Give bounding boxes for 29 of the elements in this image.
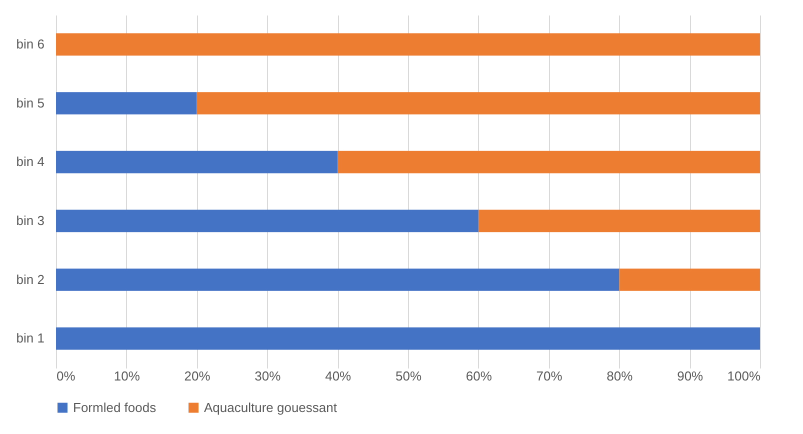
legend-label: Aquaculture gouessant — [204, 400, 338, 415]
bar — [196, 92, 760, 114]
legend-label: Formled foods — [73, 400, 157, 415]
y-tick-label: bin 2 — [16, 272, 44, 287]
bar — [619, 268, 760, 291]
y-tick-label: bin 4 — [16, 154, 44, 170]
x-tick-label: 30% — [254, 368, 282, 384]
y-tick-label: bin 6 — [16, 36, 44, 52]
x-tick-label: 70% — [536, 368, 563, 384]
y-tick-label: bin 5 — [16, 95, 44, 110]
y-tick-label: bin 3 — [16, 212, 44, 228]
x-tick-label: 10% — [114, 368, 140, 384]
y-tick-label: bin 1 — [16, 330, 44, 346]
bar — [56, 33, 760, 56]
x-tick-label: 50% — [395, 368, 422, 384]
x-tick-label: 20% — [184, 368, 211, 384]
x-tick-label: 0% — [56, 368, 76, 384]
bar — [478, 210, 760, 232]
x-tick-label: 90% — [677, 368, 704, 384]
x-tick-label: 60% — [466, 368, 492, 384]
x-tick-label: 80% — [606, 368, 634, 384]
x-tick-label: 100% — [727, 368, 761, 384]
bar — [56, 327, 760, 350]
bar — [56, 268, 620, 291]
bar — [56, 150, 338, 174]
bar — [56, 92, 197, 114]
bar — [338, 150, 760, 174]
bar — [56, 210, 478, 232]
x-tick-label: 40% — [325, 368, 352, 384]
